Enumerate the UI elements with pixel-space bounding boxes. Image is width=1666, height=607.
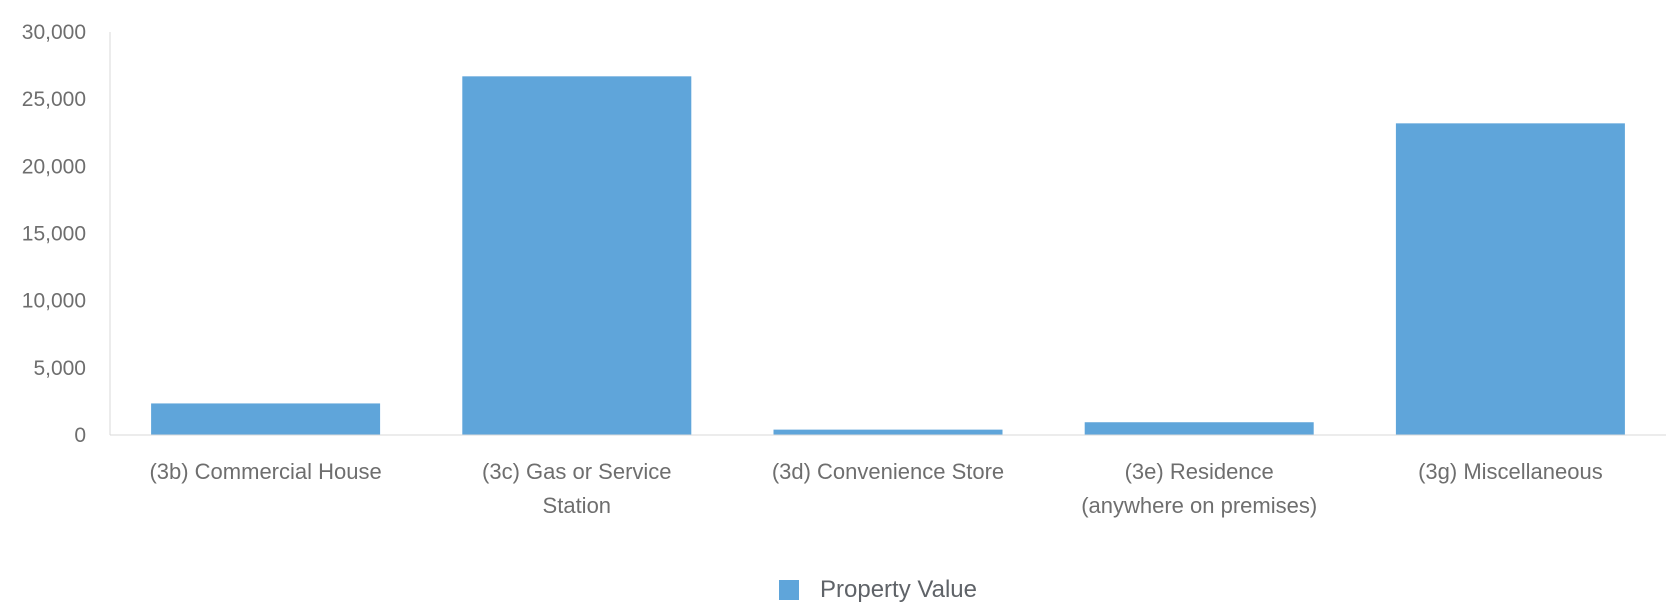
y-tick-label: 25,000 <box>22 88 86 111</box>
y-tick-label: 30,000 <box>22 21 86 44</box>
legend-swatch <box>779 580 799 600</box>
y-tick-label: 10,000 <box>22 290 86 313</box>
bar[interactable] <box>151 403 381 435</box>
legend-item-property-value[interactable]: Property Value <box>779 576 977 604</box>
x-tick-label: (3e) Residence (anywhere on premises) <box>1081 459 1317 518</box>
x-tick-label: (3c) Gas or Service Station <box>482 459 672 518</box>
x-tick-label: (3g) Miscellaneous <box>1418 459 1603 484</box>
bar[interactable] <box>1084 422 1314 435</box>
legend-label: Property Value <box>820 576 977 603</box>
y-tick-label: 5,000 <box>33 357 86 380</box>
x-tick-label: (3b) Commercial House <box>149 459 381 484</box>
legend: Property Value <box>0 573 1666 607</box>
bars <box>151 76 1625 435</box>
bar[interactable] <box>462 76 692 435</box>
y-axis: 0 5,000 10,000 15,000 20,000 25,000 30,000 <box>22 21 111 447</box>
y-tick-label: 15,000 <box>22 223 86 246</box>
y-tick-label: 20,000 <box>22 155 86 178</box>
bar[interactable] <box>1395 123 1625 435</box>
x-axis: (3b) Commercial House (3c) Gas or Service… <box>110 434 1666 518</box>
y-tick-label: 0 <box>74 424 86 447</box>
x-tick-label: (3d) Convenience Store <box>772 459 1004 484</box>
bar[interactable] <box>773 429 1003 435</box>
